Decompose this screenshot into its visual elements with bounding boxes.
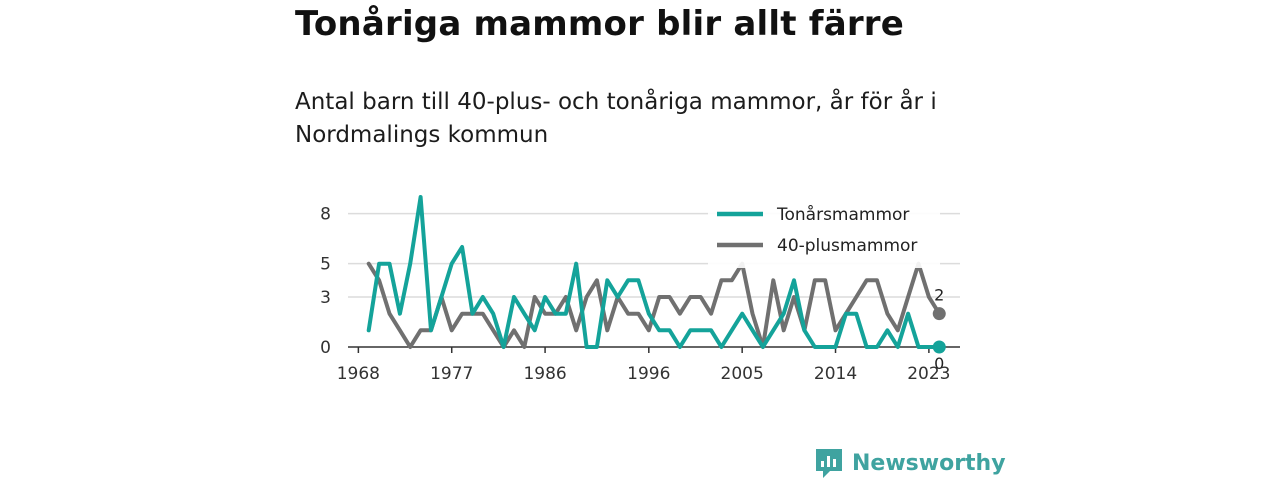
series-line-tonarsmammor: [366, 195, 942, 349]
series-lines: [366, 195, 942, 349]
series-line-40-plusmammor: [366, 261, 942, 349]
brand-name: Newsworthy: [852, 450, 1006, 476]
y-tick-label: 5: [320, 255, 331, 275]
y-tick-label: 0: [320, 338, 331, 358]
legend-background: [708, 196, 940, 268]
end-markers: 20: [932, 286, 946, 373]
newsworthy-logo-icon: [816, 449, 842, 478]
chart-title: Tonåriga mammor blir allt färre: [295, 4, 905, 44]
x-tick-label: 1996: [627, 364, 670, 384]
x-tick-label: 1968: [337, 364, 380, 384]
y-tick-label: 8: [320, 205, 331, 225]
x-tick-label: 2014: [814, 364, 857, 384]
y-tick-label: 3: [320, 288, 331, 308]
y-axis-ticks: 0 3 5 8: [320, 205, 331, 358]
end-marker: [932, 307, 946, 321]
chart-subtitle: Antal barn till 40-plus- och tonåriga ma…: [295, 89, 937, 148]
x-tick-label: 2005: [721, 364, 764, 384]
end-value-label: 0: [934, 354, 944, 373]
x-tick-label: 2023: [907, 364, 950, 384]
end-marker: [932, 340, 946, 354]
x-tick-label: 1986: [523, 364, 566, 384]
x-tick-label: 1977: [430, 364, 473, 384]
legend: Tonårsmammor 40-plusmammor: [708, 196, 940, 268]
legend-label: Tonårsmammor: [776, 204, 909, 225]
legend-label: 40-plusmammor: [777, 236, 917, 256]
end-value-label: 2: [934, 286, 944, 305]
brand-logo: Newsworthy: [814, 446, 1006, 480]
x-axis-ticks: 1968 1977 1986 1996 2005 2014 2023: [337, 347, 951, 384]
